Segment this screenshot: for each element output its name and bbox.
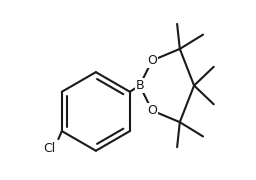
- Text: Cl: Cl: [43, 141, 56, 155]
- Text: O: O: [147, 54, 157, 67]
- Text: O: O: [147, 104, 157, 117]
- Text: B: B: [135, 79, 144, 92]
